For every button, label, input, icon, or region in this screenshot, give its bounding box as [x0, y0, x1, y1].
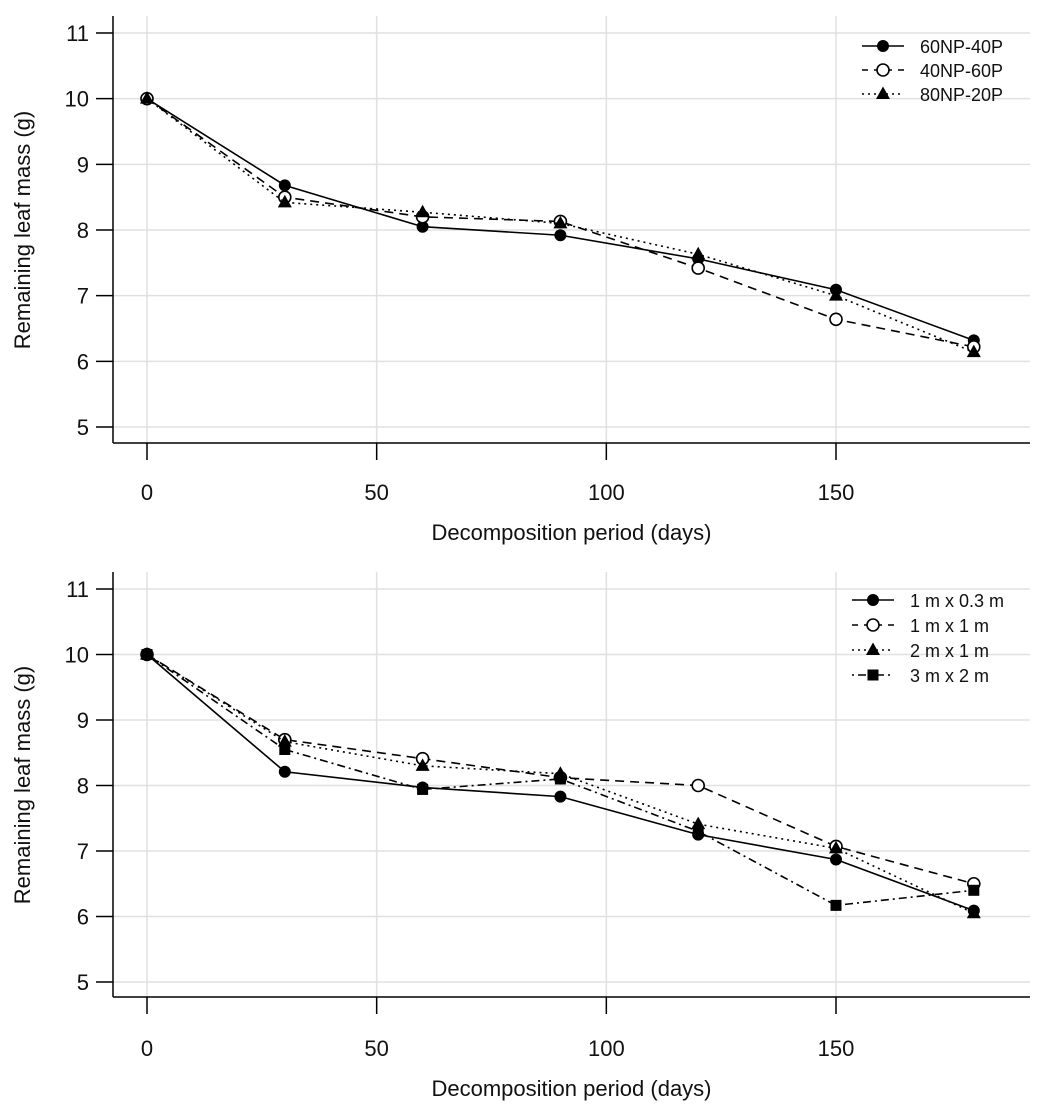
panel-1: 5 6 7 8 9 10 11 0 50 100 150 Decomposition period (…: [10, 16, 1030, 545]
panel-2: 5 6 7 8 9 10 11 0 50 100 150 Decomposition period (…: [10, 572, 1030, 1101]
y-tick-label: 7: [77, 284, 89, 309]
x-tick-label: 150: [818, 1036, 855, 1061]
legend-label: 1 m x 1 m: [910, 616, 989, 636]
data-point: [277, 734, 292, 747]
data-point: [829, 840, 843, 854]
x-tick-label: 50: [364, 480, 388, 505]
legend-label: 1 m x 0.3 m: [910, 591, 1004, 611]
data-point: [417, 783, 429, 795]
data-point: [554, 773, 566, 785]
data-point: [968, 884, 980, 896]
x-tick-label: 0: [141, 480, 153, 505]
legend-marker: [876, 86, 890, 99]
data-point: [277, 194, 292, 208]
legend-marker: [867, 669, 879, 681]
y-tick-label: 8: [77, 218, 89, 243]
x-tick-label: 150: [818, 480, 855, 505]
y-tick-label: 8: [77, 774, 89, 799]
y-tick-label: 10: [65, 87, 89, 112]
data-point: [966, 344, 981, 358]
data-point: [416, 220, 429, 233]
data-point: [691, 261, 706, 275]
y-tick-label: 9: [77, 152, 89, 177]
data-point: [140, 91, 154, 104]
data-point: [830, 899, 842, 911]
data-point: [966, 905, 981, 919]
series-80np-20p: [140, 91, 981, 358]
legend-marker: [876, 63, 890, 77]
y-tick-label: 11: [66, 577, 89, 602]
x-tick-label: 100: [588, 1036, 625, 1061]
legend-label: 3 m x 2 m: [910, 666, 989, 686]
data-point: [415, 204, 430, 218]
data-point: [691, 778, 706, 793]
data-point: [691, 246, 706, 260]
y-tick-label: 10: [65, 643, 89, 668]
x-axis-title: Decomposition period (days): [431, 1076, 711, 1101]
data-point: [554, 229, 567, 242]
legend-label: 60NP-40P: [920, 37, 1003, 57]
data-point: [829, 312, 843, 327]
data-point: [553, 215, 568, 229]
y-tick-label: 11: [66, 21, 89, 46]
data-point: [279, 743, 291, 755]
data-point: [278, 179, 291, 192]
x-axis-title: Decomposition period (days): [431, 520, 711, 545]
y-tick-label: 7: [77, 839, 89, 864]
legend-label: 40NP-60P: [920, 61, 1003, 81]
y-axis-title: Remaining leaf mass (g): [10, 666, 35, 904]
series-3-m-x-2-m: [141, 649, 980, 911]
legend-marker: [867, 594, 879, 606]
data-point: [830, 853, 842, 866]
legend-marker: [877, 40, 889, 52]
data-point: [829, 288, 843, 301]
y-tick-label: 5: [77, 415, 89, 440]
legend: 1 m x 0.3 m 1 m x 1 m 2 m x 1 m 3 m x 2 m: [852, 591, 1004, 686]
data-point: [141, 649, 153, 660]
data-point: [415, 758, 430, 771]
y-tick-label: 5: [77, 970, 89, 995]
x-tick-label: 50: [364, 1036, 388, 1061]
data-point: [554, 790, 567, 803]
legend: 60NP-40P 40NP-60P 80NP-20P: [862, 37, 1003, 105]
y-tick-label: 6: [77, 349, 89, 374]
data-point: [692, 825, 704, 837]
legend-label: 2 m x 1 m: [910, 641, 989, 661]
x-tick-label: 100: [588, 480, 625, 505]
legend-marker: [866, 618, 880, 632]
y-axis-title: Remaining leaf mass (g): [10, 111, 35, 349]
legend-label: 80NP-20P: [920, 85, 1003, 105]
y-tick-label: 6: [77, 905, 89, 930]
x-tick-label: 0: [141, 1036, 153, 1061]
legend-marker: [866, 642, 880, 655]
y-tick-label: 9: [77, 708, 89, 733]
data-point: [278, 765, 291, 778]
